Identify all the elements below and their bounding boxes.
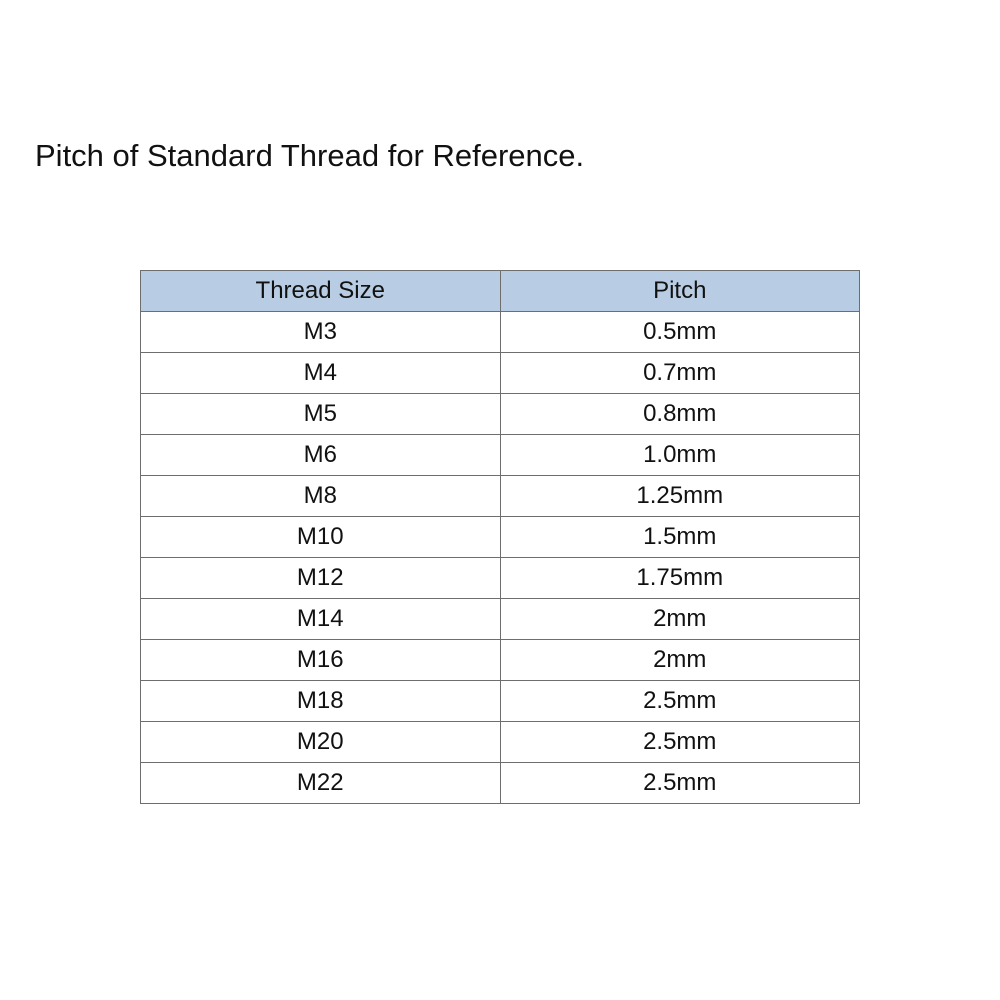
pitch-cell: 2.5mm xyxy=(499,680,860,722)
table-row: M12 1.75mm xyxy=(140,557,860,599)
pitch-cell: 0.8mm xyxy=(499,393,860,435)
pitch-cell: 2.5mm xyxy=(499,762,860,804)
column-header-thread-size: Thread Size xyxy=(140,270,501,312)
table-row: M6 1.0mm xyxy=(140,434,860,476)
pitch-cell: 1.25mm xyxy=(499,475,860,517)
pitch-cell: 2mm xyxy=(499,639,860,681)
thread-size-cell: M14 xyxy=(140,598,501,640)
table-body: M3 0.5mm M4 0.7mm M5 0.8mm M6 1.0mm M8 1.25mm M10 1… xyxy=(140,311,860,804)
thread-size-cell: M4 xyxy=(140,352,501,394)
table-row: M20 2.5mm xyxy=(140,721,860,763)
table-row: M16 2mm xyxy=(140,639,860,681)
thread-size-cell: M22 xyxy=(140,762,501,804)
table-header-row: Thread Size Pitch xyxy=(140,270,860,312)
column-header-pitch: Pitch xyxy=(499,270,860,312)
table-row: M8 1.25mm xyxy=(140,475,860,517)
thread-size-cell: M18 xyxy=(140,680,501,722)
thread-size-cell: M3 xyxy=(140,311,501,353)
thread-pitch-table: Thread Size Pitch M3 0.5mm M4 0.7mm M5 0.8mm M… xyxy=(140,270,860,804)
page-title: Pitch of Standard Thread for Reference. xyxy=(35,138,585,173)
pitch-cell: 1.5mm xyxy=(499,516,860,558)
table-row: M14 2mm xyxy=(140,598,860,640)
pitch-cell: 2.5mm xyxy=(499,721,860,763)
pitch-cell: 2mm xyxy=(499,598,860,640)
table-row: M10 1.5mm xyxy=(140,516,860,558)
table-row: M3 0.5mm xyxy=(140,311,860,353)
thread-size-cell: M20 xyxy=(140,721,501,763)
table-row: M18 2.5mm xyxy=(140,680,860,722)
thread-size-cell: M12 xyxy=(140,557,501,599)
table-row: M22 2.5mm xyxy=(140,762,860,804)
thread-size-cell: M6 xyxy=(140,434,501,476)
thread-size-cell: M8 xyxy=(140,475,501,517)
pitch-cell: 1.75mm xyxy=(499,557,860,599)
table-row: M5 0.8mm xyxy=(140,393,860,435)
thread-size-cell: M10 xyxy=(140,516,501,558)
pitch-cell: 0.7mm xyxy=(499,352,860,394)
thread-size-cell: M16 xyxy=(140,639,501,681)
pitch-cell: 0.5mm xyxy=(499,311,860,353)
pitch-cell: 1.0mm xyxy=(499,434,860,476)
thread-size-cell: M5 xyxy=(140,393,501,435)
table-row: M4 0.7mm xyxy=(140,352,860,394)
